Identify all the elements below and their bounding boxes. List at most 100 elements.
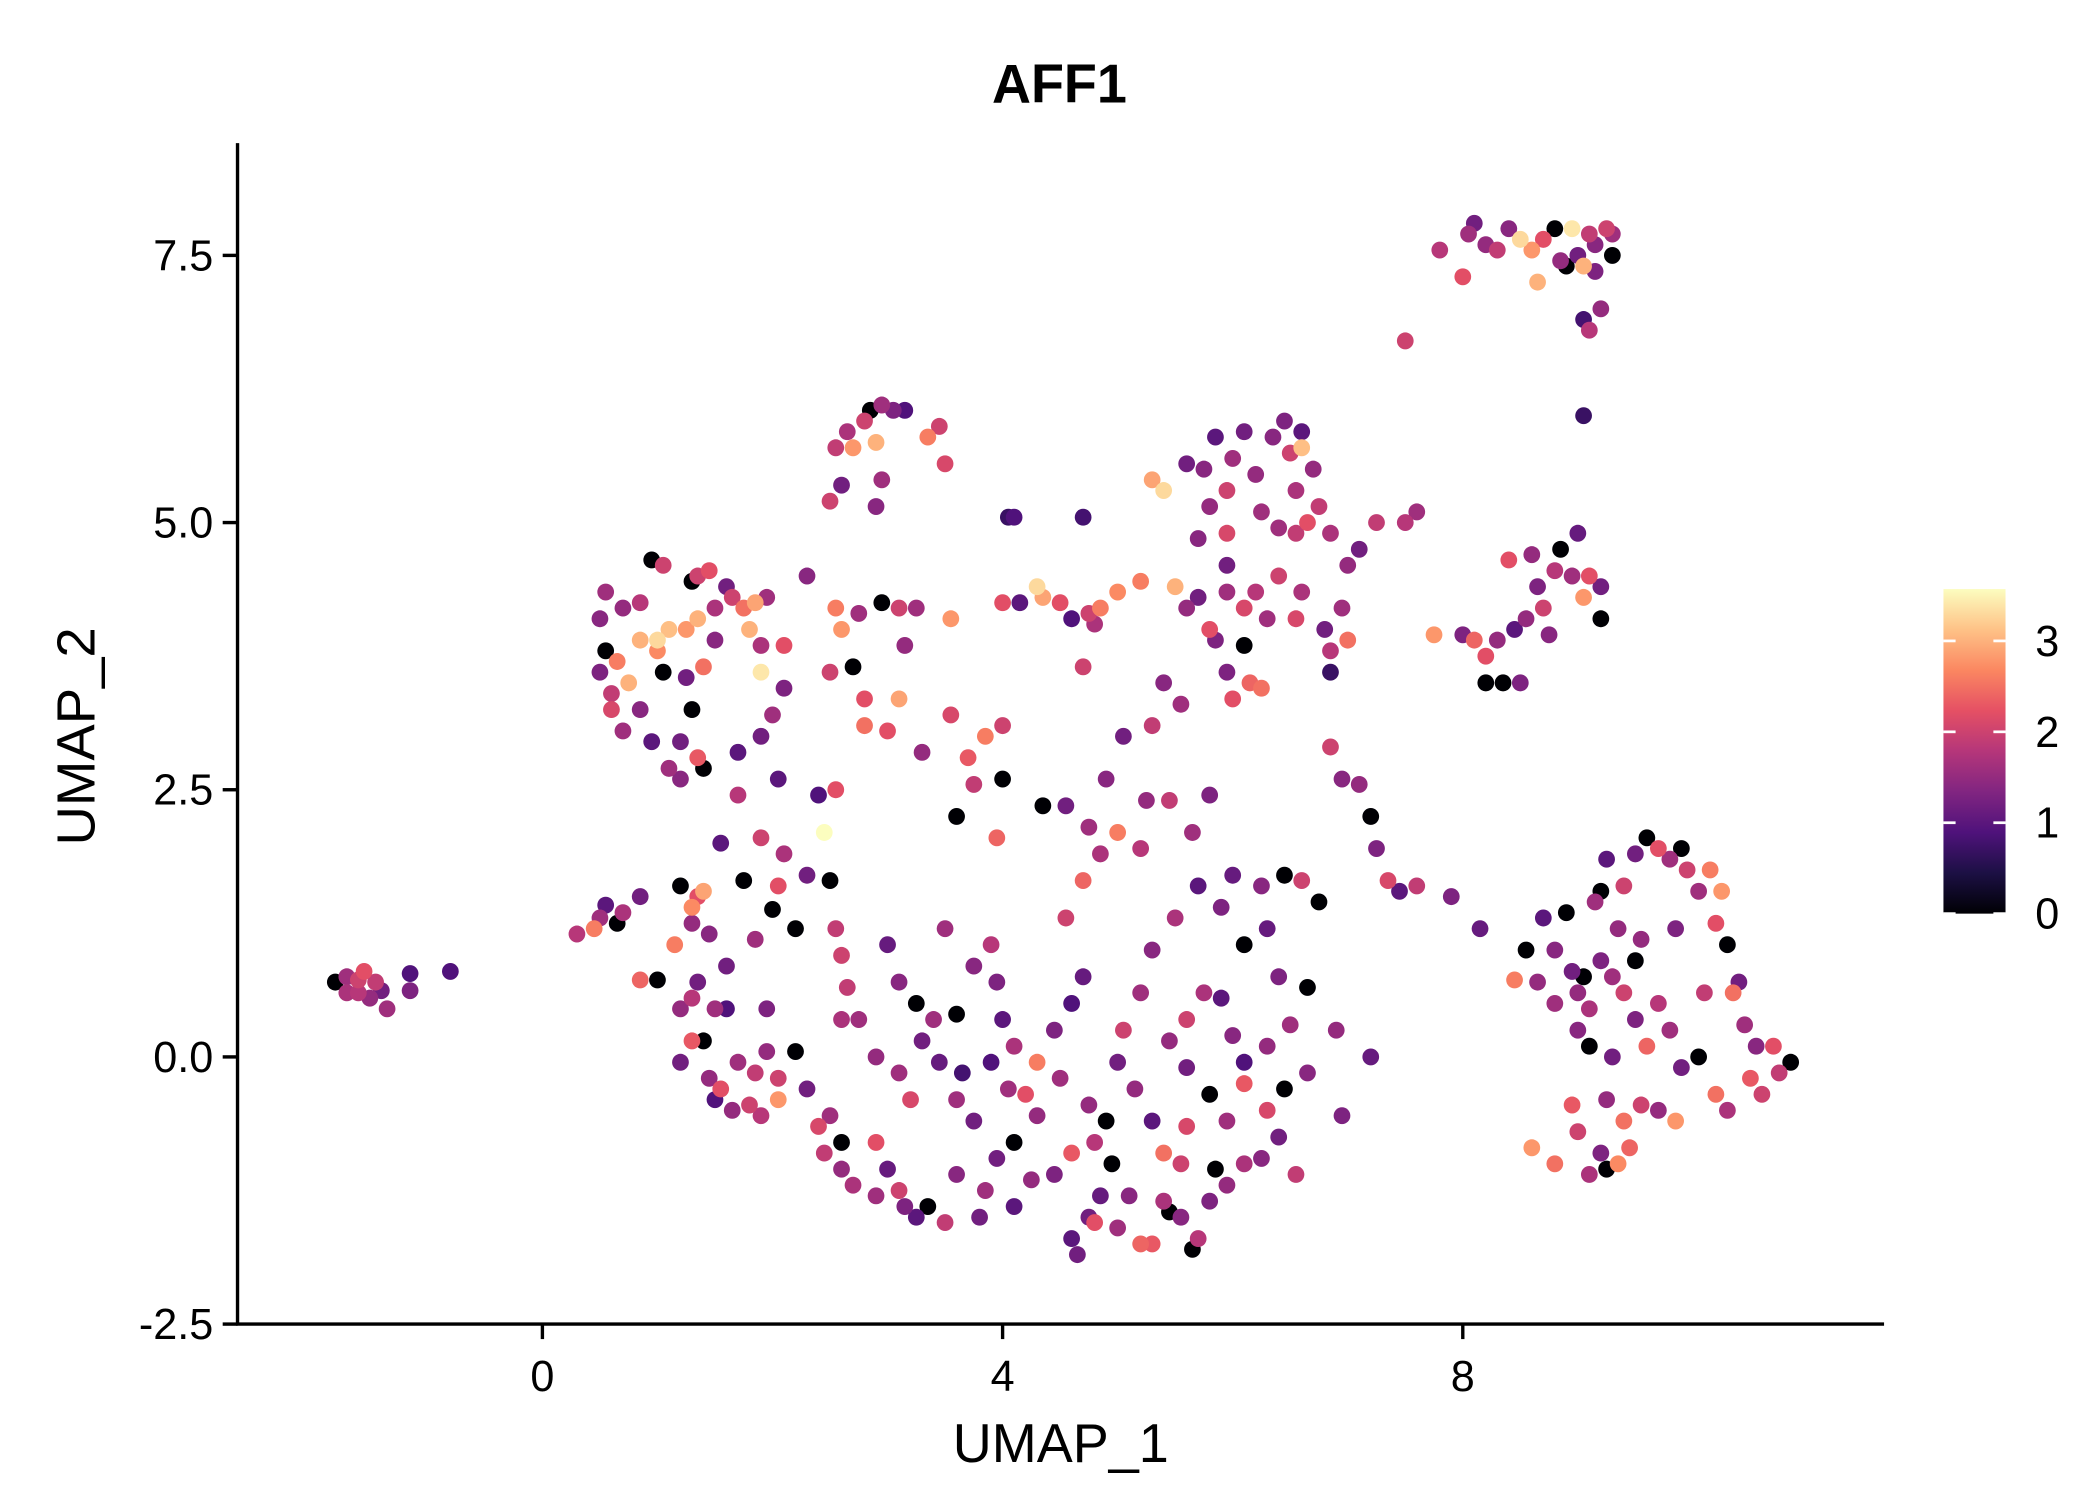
data-point [1621,1139,1638,1157]
data-point [1488,241,1506,259]
data-point [1396,514,1414,532]
data-point [1408,877,1426,895]
data-point [1638,829,1656,847]
data-point [1661,1021,1679,1039]
data-point [683,701,701,719]
data-point [442,962,459,980]
data-point [1546,220,1564,238]
data-point [712,834,730,852]
data-point [1673,840,1690,857]
data-point [1650,1101,1667,1119]
data-point [1580,321,1598,339]
data-point [1178,1117,1196,1135]
data-point [1195,460,1213,478]
data-point [821,492,839,510]
y-tick-label: 7.5 [153,232,213,280]
data-point [994,770,1011,788]
data-point [746,1064,764,1082]
data-point [706,631,724,649]
data-point [913,743,931,761]
y-ticks: -2.5 0.0 2.5 5.0 7.5 [139,232,238,1349]
data-point [1253,679,1270,697]
data-point [1218,663,1236,681]
data-point [1218,1176,1236,1194]
data-point [1563,962,1581,980]
data-point [672,1053,689,1071]
data-point [1235,1155,1253,1173]
data-point [1701,861,1719,879]
data-point [902,1091,919,1109]
data-point [1063,995,1080,1012]
data-point [1258,1037,1276,1055]
data-point [1632,1096,1650,1114]
data-point [752,663,770,681]
data-point [1454,268,1472,286]
data-point [1074,508,1092,526]
data-point [913,1032,931,1050]
data-point [907,599,925,617]
data-point [769,877,787,895]
data-point [585,920,603,938]
data-point [1598,220,1615,238]
data-point [764,706,781,724]
data-point [953,1064,971,1082]
data-point [1235,637,1253,654]
y-tick-label: 2.5 [153,767,213,815]
data-point [1408,503,1426,521]
data-point [1293,423,1311,441]
data-point [1603,1048,1621,1066]
data-point [654,663,672,681]
y-axis-label: UMAP_2 [47,627,107,845]
data-point [1782,1053,1800,1071]
data-point [867,1187,885,1205]
data-point [1534,599,1552,617]
data-point [948,1005,965,1023]
data-point [689,973,707,991]
data-point [1253,503,1270,521]
data-point [1368,840,1385,857]
data-point [672,877,689,895]
data-point [971,1208,988,1226]
data-point [1523,241,1541,259]
data-point [1287,1166,1305,1183]
data-point [1431,241,1449,259]
colorbar-gradient [1943,589,2006,914]
chart-title: AFF1 [992,54,1127,114]
data-point [654,556,672,574]
data-point [1667,920,1684,938]
data-point [1580,1037,1598,1055]
data-point [1293,583,1311,601]
data-point [1258,610,1276,628]
data-point [378,1000,396,1018]
data-point [1276,866,1293,884]
data-point [844,439,862,457]
data-point [1609,920,1627,938]
data-point [631,594,649,612]
data-point [873,396,891,414]
data-point [815,1144,833,1162]
data-point [1201,498,1219,515]
data-point [764,900,781,918]
data-point [1586,893,1604,911]
data-point [798,866,816,884]
data-point [1552,252,1569,270]
data-point [1166,909,1184,927]
data-point [1557,904,1575,922]
data-point [741,1096,758,1114]
data-point [850,604,868,622]
data-point [833,476,850,494]
data-point [1172,695,1190,713]
data-point [1235,1053,1253,1071]
data-point [1707,1085,1725,1103]
data-point [1517,610,1535,628]
data-point [1362,808,1380,825]
data-point [879,1160,896,1178]
data-point [1500,551,1518,569]
data-point [1465,631,1483,649]
data-point [1212,898,1230,916]
data-point [1057,797,1075,815]
data-point [1057,909,1075,927]
data-point [649,631,666,649]
data-point [683,989,701,1007]
data-point [936,455,954,473]
